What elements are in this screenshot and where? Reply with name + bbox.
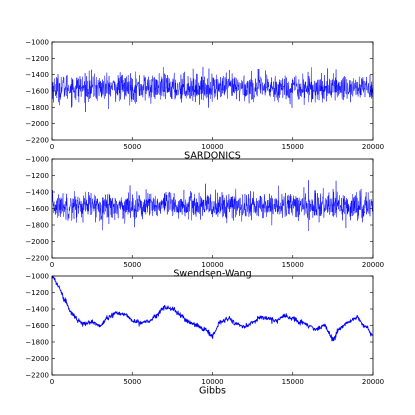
chart-panel-1: −2200−2000−1800−1600−1400−1200−10000 5000… xyxy=(25,39,384,162)
y-tick-label: −1200 xyxy=(25,55,49,63)
series-line xyxy=(52,66,373,113)
x-tick-label: 20000 xyxy=(362,378,384,386)
series-line xyxy=(52,180,373,232)
x-tick-label: 20000 xyxy=(362,143,384,151)
y-tick-label: −1800 xyxy=(25,339,49,347)
x-tick-label: 10000 xyxy=(201,143,223,151)
y-tick-label: −2000 xyxy=(25,120,49,128)
y-tick-label: −1800 xyxy=(25,222,49,230)
y-tick-label: −1200 xyxy=(25,172,49,180)
series-line xyxy=(52,276,373,342)
x-tick-label: 0 xyxy=(50,261,54,269)
y-tick-label: −1600 xyxy=(25,322,49,330)
y-tick-label: −1400 xyxy=(25,306,49,314)
x-tick-label: 0 xyxy=(50,143,54,151)
x-axis-label: Gibbs xyxy=(199,386,226,397)
x-tick-label: 0 xyxy=(50,378,54,386)
x-tick-label: 20000 xyxy=(362,261,384,269)
x-tick-label: 15000 xyxy=(282,378,304,386)
chart-panel-3: −2200 −2000 −1800 −1600 −1400 −1200 −1000 0 5000… xyxy=(25,273,384,397)
x-tick-label: 5000 xyxy=(123,143,141,151)
x-axis-label: SARDONICS xyxy=(184,151,241,162)
x-tick-label: 5000 xyxy=(123,378,141,386)
x-tick-label: 10000 xyxy=(201,261,223,269)
chart-panel-2: −2200−2000−1800−1600−1400−1200−10000 5000… xyxy=(25,156,384,280)
x-tick-label: 15000 xyxy=(282,261,304,269)
y-tick-label: −1000 xyxy=(25,273,49,281)
y-tick-label: −1600 xyxy=(25,205,49,213)
y-tick-label: −1600 xyxy=(25,88,49,96)
y-tick-label: −2200 xyxy=(25,372,49,380)
y-tick-label: −1400 xyxy=(25,189,49,197)
y-tick-label: −2200 xyxy=(25,137,49,145)
x-tick-label: 15000 xyxy=(282,143,304,151)
y-tick-label: −1400 xyxy=(25,71,49,79)
y-tick-label: −2200 xyxy=(25,255,49,263)
y-tick-label: −2000 xyxy=(25,355,49,363)
x-tick-label: 5000 xyxy=(123,261,141,269)
y-tick-label: −1000 xyxy=(25,156,49,164)
x-tick-label: 10000 xyxy=(201,378,223,386)
y-tick-label: −1000 xyxy=(25,39,49,47)
y-tick-label: −2000 xyxy=(25,238,49,246)
y-tick-label: −1800 xyxy=(25,104,49,112)
y-tick-label: −1200 xyxy=(25,289,49,297)
x-axis-label: Swendsen-Wang xyxy=(173,269,251,280)
